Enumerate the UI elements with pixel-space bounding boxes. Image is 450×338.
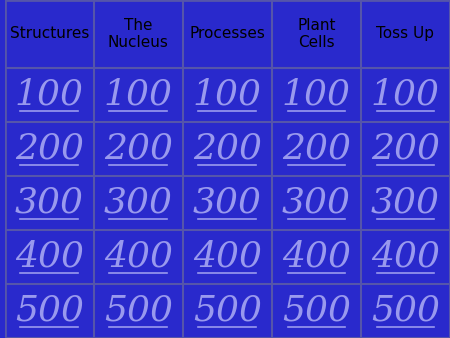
Text: 500: 500 xyxy=(193,294,262,328)
Text: 500: 500 xyxy=(104,294,173,328)
Text: 200: 200 xyxy=(282,132,351,166)
Text: 400: 400 xyxy=(282,240,351,274)
Text: 500: 500 xyxy=(371,294,440,328)
Text: 500: 500 xyxy=(282,294,351,328)
Text: The
Nucleus: The Nucleus xyxy=(108,18,169,50)
Text: 100: 100 xyxy=(15,78,84,112)
Text: 200: 200 xyxy=(193,132,262,166)
Text: 200: 200 xyxy=(15,132,84,166)
Text: 300: 300 xyxy=(15,186,84,220)
Text: 400: 400 xyxy=(104,240,173,274)
Text: 100: 100 xyxy=(282,78,351,112)
Text: 500: 500 xyxy=(15,294,84,328)
Text: 300: 300 xyxy=(371,186,440,220)
Text: 100: 100 xyxy=(371,78,440,112)
Text: Plant
Cells: Plant Cells xyxy=(297,18,336,50)
Text: 300: 300 xyxy=(193,186,262,220)
Text: 200: 200 xyxy=(371,132,440,166)
Text: Structures: Structures xyxy=(9,26,89,41)
Text: Toss Up: Toss Up xyxy=(377,26,435,41)
Text: 300: 300 xyxy=(282,186,351,220)
Text: 100: 100 xyxy=(104,78,173,112)
Text: 200: 200 xyxy=(104,132,173,166)
Text: 100: 100 xyxy=(193,78,262,112)
Text: 400: 400 xyxy=(15,240,84,274)
Text: Processes: Processes xyxy=(189,26,266,41)
Text: 400: 400 xyxy=(193,240,262,274)
Text: 400: 400 xyxy=(371,240,440,274)
Text: 300: 300 xyxy=(104,186,173,220)
